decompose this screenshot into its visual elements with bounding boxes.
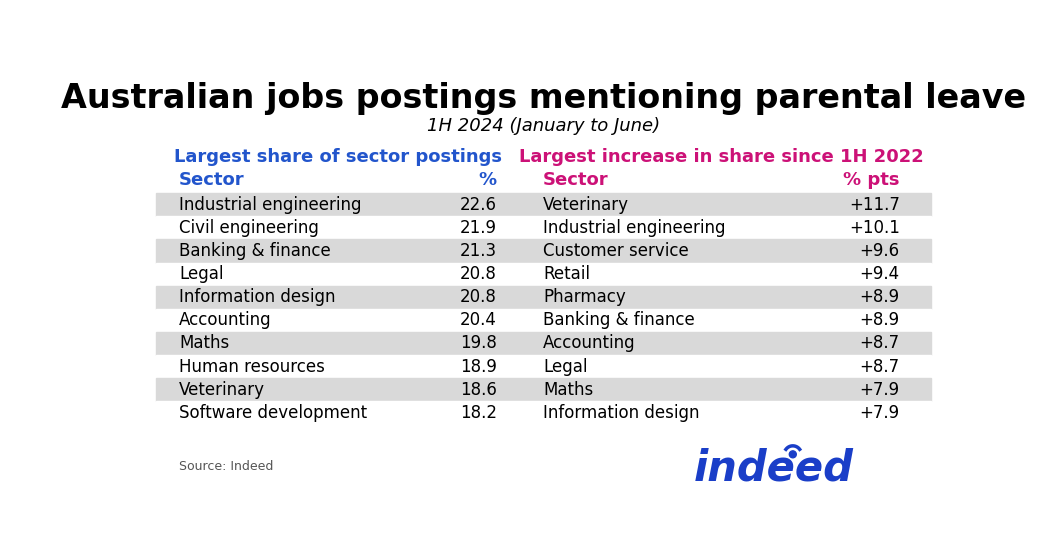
Text: 20.8: 20.8 bbox=[460, 288, 497, 306]
Text: +10.1: +10.1 bbox=[849, 219, 900, 237]
Text: 18.2: 18.2 bbox=[460, 404, 497, 422]
Bar bbox=[156, 193, 931, 216]
Text: 20.8: 20.8 bbox=[460, 265, 497, 283]
Text: Banking & finance: Banking & finance bbox=[543, 311, 695, 330]
Text: +9.4: +9.4 bbox=[860, 265, 900, 283]
Text: 18.9: 18.9 bbox=[460, 358, 497, 375]
Text: Source: Indeed: Source: Indeed bbox=[179, 460, 273, 473]
Text: Veterinary: Veterinary bbox=[179, 381, 265, 399]
Text: Retail: Retail bbox=[543, 265, 590, 283]
Circle shape bbox=[790, 451, 796, 458]
Bar bbox=[156, 355, 931, 378]
Text: Software development: Software development bbox=[179, 404, 367, 422]
Bar bbox=[156, 378, 931, 401]
Text: Information design: Information design bbox=[543, 404, 700, 422]
Text: +8.7: +8.7 bbox=[860, 335, 900, 352]
Text: indeed: indeed bbox=[693, 447, 853, 489]
Bar bbox=[156, 332, 931, 355]
Text: 18.6: 18.6 bbox=[460, 381, 497, 399]
Text: Maths: Maths bbox=[179, 335, 229, 352]
Text: Accounting: Accounting bbox=[179, 311, 271, 330]
Text: Sector: Sector bbox=[543, 171, 608, 189]
Bar bbox=[156, 401, 931, 424]
Text: Largest share of sector postings: Largest share of sector postings bbox=[174, 148, 501, 166]
Text: 21.3: 21.3 bbox=[460, 242, 497, 260]
Text: %: % bbox=[479, 171, 497, 189]
Text: +8.9: +8.9 bbox=[860, 288, 900, 306]
Text: 21.9: 21.9 bbox=[460, 219, 497, 237]
Text: +9.6: +9.6 bbox=[860, 242, 900, 260]
Text: +7.9: +7.9 bbox=[860, 404, 900, 422]
Text: 20.4: 20.4 bbox=[460, 311, 497, 330]
Text: Accounting: Accounting bbox=[543, 335, 636, 352]
Text: Customer service: Customer service bbox=[543, 242, 689, 260]
Text: Australian jobs postings mentioning parental leave: Australian jobs postings mentioning pare… bbox=[60, 82, 1026, 115]
Text: Legal: Legal bbox=[179, 265, 224, 283]
Bar bbox=[156, 286, 931, 309]
Text: Industrial engineering: Industrial engineering bbox=[543, 219, 726, 237]
Text: +7.9: +7.9 bbox=[860, 381, 900, 399]
Text: Information design: Information design bbox=[179, 288, 336, 306]
Text: Sector: Sector bbox=[179, 171, 245, 189]
Text: Civil engineering: Civil engineering bbox=[179, 219, 319, 237]
Text: Maths: Maths bbox=[543, 381, 594, 399]
Text: Banking & finance: Banking & finance bbox=[179, 242, 331, 260]
Bar bbox=[156, 263, 931, 286]
Text: Human resources: Human resources bbox=[179, 358, 324, 375]
Text: +8.7: +8.7 bbox=[860, 358, 900, 375]
Text: Veterinary: Veterinary bbox=[543, 196, 630, 214]
Text: % pts: % pts bbox=[844, 171, 900, 189]
Text: 22.6: 22.6 bbox=[460, 196, 497, 214]
Text: Largest increase in share since 1H 2022: Largest increase in share since 1H 2022 bbox=[519, 148, 924, 166]
Text: 1H 2024 (January to June): 1H 2024 (January to June) bbox=[427, 118, 659, 135]
Text: +8.9: +8.9 bbox=[860, 311, 900, 330]
Bar bbox=[156, 309, 931, 332]
Bar bbox=[156, 240, 931, 263]
Text: Industrial engineering: Industrial engineering bbox=[179, 196, 361, 214]
Text: +11.7: +11.7 bbox=[849, 196, 900, 214]
Text: 19.8: 19.8 bbox=[460, 335, 497, 352]
Bar bbox=[156, 216, 931, 240]
Text: Pharmacy: Pharmacy bbox=[543, 288, 626, 306]
Text: Legal: Legal bbox=[543, 358, 587, 375]
